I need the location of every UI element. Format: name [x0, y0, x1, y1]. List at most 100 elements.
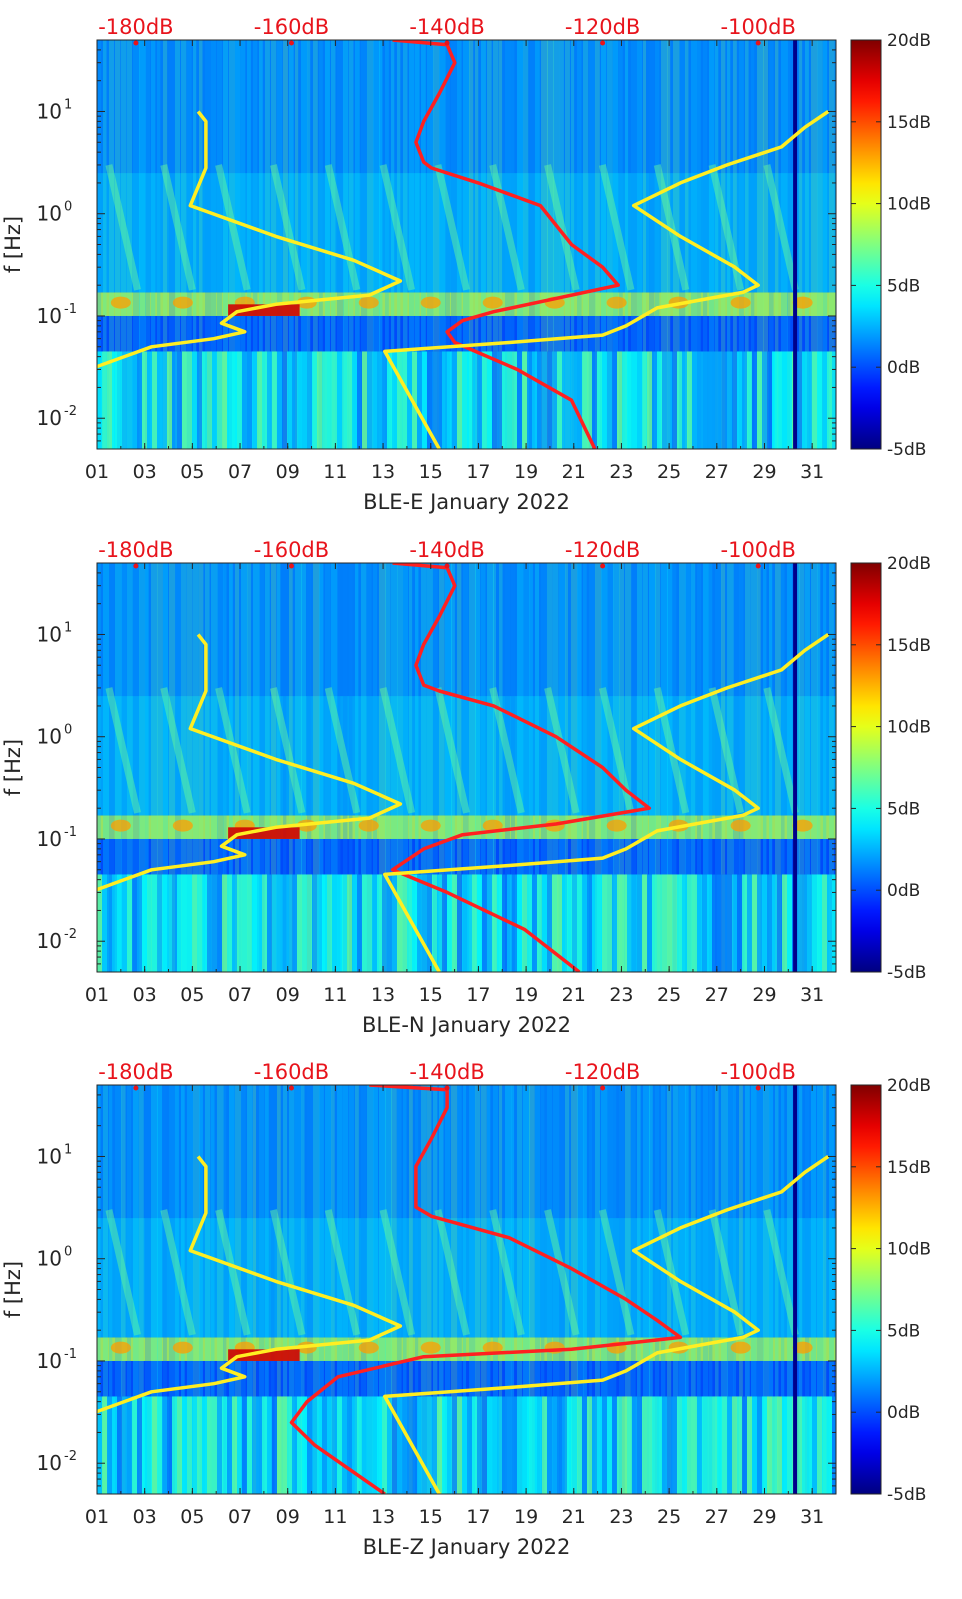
dispersion-streak — [653, 1209, 690, 1336]
texture-stripe — [397, 563, 404, 972]
texture-stripe — [715, 1085, 719, 1494]
lowfreq-block — [442, 1396, 447, 1494]
lowfreq-block — [502, 351, 507, 449]
lowfreq-block — [532, 1396, 537, 1494]
texture-stripe — [511, 40, 515, 449]
x-tick-label: 25 — [657, 984, 681, 1006]
lowfreq-block — [337, 874, 342, 972]
texture-stripe — [829, 40, 835, 449]
lowfreq-block — [252, 351, 257, 449]
lowfreq-block — [532, 874, 537, 972]
lowfreq-block — [302, 874, 307, 972]
texture-stripe — [733, 1085, 737, 1494]
lowfreq-block — [327, 874, 332, 972]
texture-stripe — [289, 40, 294, 449]
lowfreq-block — [737, 874, 742, 972]
texture-stripe — [241, 40, 246, 449]
lowfreq-block — [302, 351, 307, 449]
lowfreq-block — [377, 874, 382, 972]
top-axis-tick-mark — [444, 563, 450, 569]
texture-stripe — [145, 40, 151, 449]
lowfreq-block — [557, 351, 562, 449]
y-tick-label: 10 — [37, 1144, 62, 1168]
top-axis-tick-label: -160dB — [254, 538, 329, 562]
texture-stripe — [493, 40, 499, 449]
dispersion-streak — [105, 1209, 141, 1336]
lowfreq-block — [222, 351, 227, 449]
y-tick-exponent: -1 — [64, 302, 77, 317]
lowfreq-block — [622, 351, 627, 449]
texture-stripe — [247, 1085, 253, 1494]
texture-stripe — [457, 1085, 462, 1494]
x-tick-label: 29 — [752, 984, 776, 1006]
lowfreq-block — [157, 351, 162, 449]
y-tick-exponent: 1 — [64, 1142, 72, 1157]
lowfreq-block — [487, 351, 492, 449]
lowfreq-block — [167, 1396, 172, 1494]
texture-stripe — [469, 563, 476, 972]
texture-stripe — [127, 40, 133, 449]
lowfreq-block — [97, 1396, 102, 1494]
spectrum-curve-1 — [289, 1085, 683, 1494]
texture-stripe — [523, 1085, 530, 1494]
lowfreq-block — [377, 1396, 382, 1494]
lowfreq-block — [707, 1396, 712, 1494]
lowfreq-block — [317, 1396, 322, 1494]
texture-stripe — [643, 1085, 650, 1494]
lowfreq-block — [417, 351, 422, 449]
texture-stripe — [277, 1085, 281, 1494]
lowfreq-block — [522, 351, 527, 449]
colorbar-tick-label: 5dB — [887, 276, 920, 296]
lowfreq-block — [687, 874, 692, 972]
texture-stripe — [661, 40, 668, 449]
lowfreq-block — [377, 351, 382, 449]
texture-stripe — [589, 1085, 593, 1494]
y-tick-label: 10 — [37, 99, 62, 123]
lowfreq-block — [657, 1396, 662, 1494]
lowfreq-block — [552, 874, 557, 972]
spectral-band — [97, 696, 836, 816]
texture-stripe — [259, 40, 263, 449]
lowfreq-block — [327, 351, 332, 449]
lowfreq-block — [577, 1396, 582, 1494]
lowfreq-block — [727, 351, 732, 449]
lowfreq-block — [492, 1396, 497, 1494]
lowfreq-block — [242, 874, 247, 972]
texture-stripe — [235, 563, 240, 972]
texture-stripe — [523, 563, 530, 972]
lowfreq-block — [412, 874, 417, 972]
texture-stripe — [415, 1085, 419, 1494]
lowfreq-block — [232, 874, 237, 972]
lowfreq-block — [242, 351, 247, 449]
texture-stripe — [475, 563, 481, 972]
lowfreq-block — [392, 1396, 397, 1494]
lowfreq-block — [422, 351, 427, 449]
texture-stripe — [421, 40, 426, 449]
x-tick-label: 23 — [609, 1506, 633, 1528]
lowfreq-block — [277, 351, 282, 449]
colorbar-tick-label: 10dB — [887, 195, 931, 215]
storm-patch — [228, 827, 300, 839]
dispersion-streak — [653, 687, 690, 814]
top-axis-tick-mark — [288, 563, 294, 569]
texture-stripe — [427, 563, 433, 972]
lowfreq-block — [422, 1396, 427, 1494]
lowfreq-block — [477, 351, 482, 449]
texture-stripe — [313, 40, 318, 449]
lowfreq-block — [227, 874, 232, 972]
texture-stripe — [595, 40, 600, 449]
lowfreq-block — [332, 1396, 337, 1494]
lowfreq-block — [97, 351, 102, 449]
lowfreq-block — [102, 351, 107, 449]
lowfreq-block — [372, 874, 377, 972]
lowfreq-block — [362, 874, 367, 972]
lowfreq-block — [512, 1396, 517, 1494]
texture-stripe — [247, 40, 251, 449]
texture-stripe — [613, 1085, 617, 1494]
lowfreq-block — [577, 874, 582, 972]
lowfreq-block — [807, 351, 812, 449]
texture-stripe — [799, 40, 803, 449]
texture-stripe — [547, 563, 553, 972]
lowfreq-block — [247, 874, 252, 972]
texture-stripe — [673, 1085, 679, 1494]
